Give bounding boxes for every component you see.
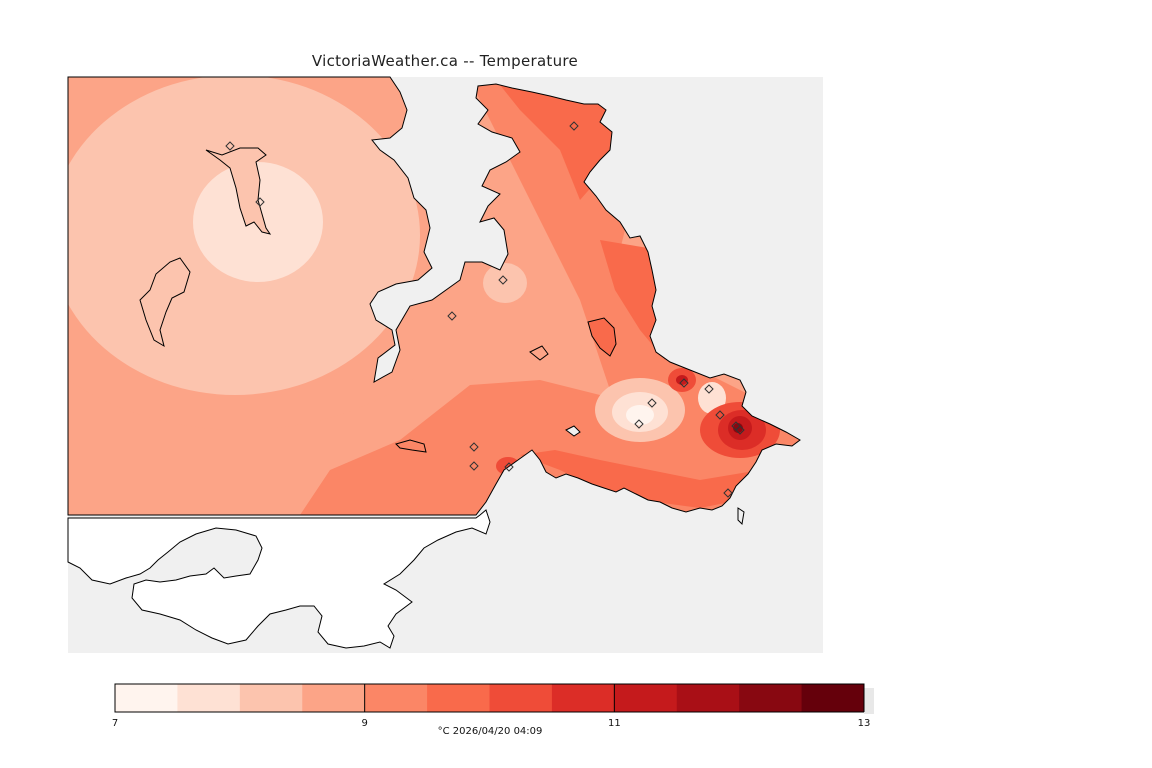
island-east xyxy=(737,507,745,526)
station-markers xyxy=(225,121,745,498)
map-title: VictoriaWeather.ca -- Temperature xyxy=(311,52,579,70)
legend-swatch xyxy=(676,684,740,712)
island-saltspring xyxy=(205,147,272,235)
diamond-icon[interactable] xyxy=(647,398,657,408)
diamond-icon[interactable] xyxy=(225,141,235,151)
legend-swatch xyxy=(739,684,803,712)
legend-swatch xyxy=(489,684,553,712)
legend-swatch xyxy=(614,684,678,712)
diamond-icon[interactable] xyxy=(735,425,745,435)
legend-swatch xyxy=(551,684,615,712)
diamond-icon[interactable] xyxy=(504,462,514,472)
island-outlines xyxy=(139,147,745,526)
diamond-icon[interactable] xyxy=(634,419,644,429)
island-james xyxy=(395,439,427,453)
diamond-icon[interactable] xyxy=(469,461,479,471)
diamond-icon[interactable] xyxy=(447,311,457,321)
diamond-icon[interactable] xyxy=(704,384,714,394)
legend-swatch xyxy=(302,684,366,712)
legend-swatch xyxy=(364,684,428,712)
diamond-icon[interactable] xyxy=(498,275,508,285)
diamond-icon[interactable] xyxy=(715,410,725,420)
legend-tick-label: 13 xyxy=(858,718,871,729)
legend-units-timestamp: °C 2026/04/20 04:09 xyxy=(437,726,543,737)
legend-swatch xyxy=(177,684,241,712)
legend-shadow xyxy=(864,688,874,714)
island-pender xyxy=(139,257,191,348)
diamond-icon[interactable] xyxy=(255,197,265,207)
island-sidney xyxy=(587,317,617,357)
diamond-icon[interactable] xyxy=(723,488,733,498)
legend-swatch xyxy=(801,684,865,712)
legend-ticks: 7 9 11 13 xyxy=(112,684,871,729)
diamond-icon[interactable] xyxy=(679,378,689,388)
island-small xyxy=(529,345,549,361)
diamond-icon[interactable] xyxy=(469,442,479,452)
diamond-icon[interactable] xyxy=(569,121,579,131)
legend-swatch xyxy=(115,684,178,712)
legend-tick-label: 7 xyxy=(112,718,118,729)
legend-tick-label: 9 xyxy=(361,718,367,729)
legend-tick-label: 11 xyxy=(608,718,621,729)
legend-swatch xyxy=(239,684,303,712)
legend-swatches xyxy=(114,683,874,714)
us-coastline xyxy=(67,509,491,649)
island-lake xyxy=(565,425,581,437)
legend-swatch xyxy=(427,684,490,712)
